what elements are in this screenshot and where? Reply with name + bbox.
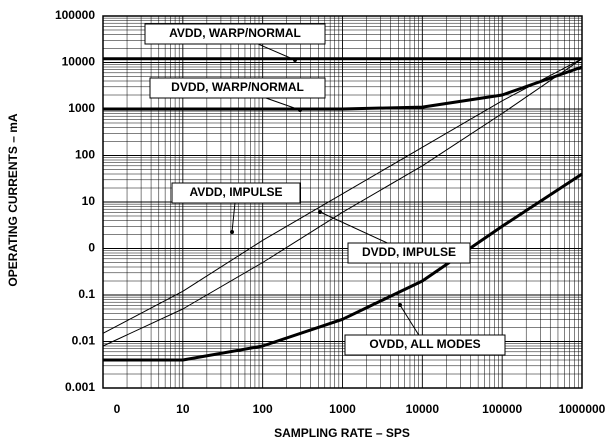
annotation-box [149,77,326,99]
arrow-head [293,58,297,62]
arrow-head [230,230,234,234]
y-tick-label: 1000 [68,101,95,115]
x-tick-label: 100 [253,402,273,416]
annotation: OVDD, ALL MODES [369,337,480,351]
x-tick-label: 100000 [482,402,522,416]
arrow-head [318,210,322,214]
y-tick-label: 0.001 [65,380,95,394]
series-line [103,172,583,362]
y-tick-label: 0.1 [78,287,95,301]
annotation-box [347,242,471,264]
y-tick-label: 100000 [55,8,95,22]
arrow-head [298,108,302,112]
annotation: AVDD, IMPULSE [189,185,282,199]
annotation-box [144,23,326,45]
x-tick-label: 1000000 [559,402,606,416]
annotation-box [344,334,506,356]
annotation: DVDD, IMPULSE [362,245,456,259]
series-line [102,58,583,334]
annotation: AVDD, WARP/NORMAL [169,26,301,40]
y-axis-label: OPERATING CURRENTS – mA [6,113,20,286]
y-tick-label: 0.01 [72,334,96,348]
arrow-head [398,303,402,307]
y-tick-label: 10 [82,194,96,208]
annotation-box [171,182,301,204]
x-tick-label: 10 [176,402,190,416]
series-line [103,65,583,111]
plot-frame [102,15,583,389]
x-tick-label: 1000 [329,402,356,416]
x-tick-label: 10000 [406,402,440,416]
y-tick-label: 0 [88,241,95,255]
x-tick-label: 0 [114,402,121,416]
series-line [102,58,583,347]
y-tick-label: 100 [75,148,95,162]
y-tick-label: 10000 [62,55,96,69]
x-axis-label: SAMPLING RATE – SPS [274,426,410,440]
annotation: DVDD, WARP/NORMAL [171,80,304,94]
